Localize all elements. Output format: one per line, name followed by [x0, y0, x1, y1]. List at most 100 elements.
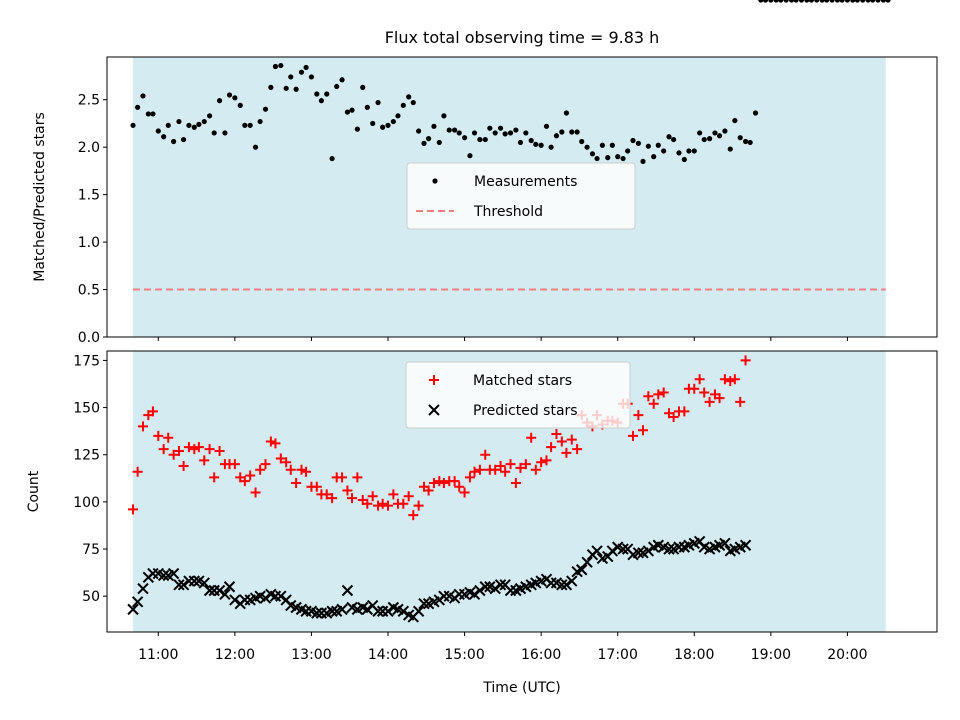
matched-star-point	[178, 461, 189, 472]
measurement-point	[492, 130, 498, 136]
predicted-star-point	[198, 577, 210, 589]
measurement-point	[742, 138, 749, 145]
predicted-star-point	[275, 590, 287, 602]
measurement-point	[165, 122, 171, 128]
matched-star-point	[679, 406, 690, 417]
measurement-point	[645, 143, 651, 149]
predicted-star-point	[137, 582, 149, 595]
matched-star-point	[342, 485, 353, 496]
count-panel: 50 75 100 125 150 175 11:00 12:00 13:00 14:00 15:0…	[26, 350, 938, 663]
matched-star-point	[423, 485, 434, 496]
measurement-point	[605, 155, 611, 161]
legend: Measurements Threshold	[406, 162, 636, 230]
measurement-point	[278, 62, 284, 69]
measurement-point	[533, 141, 539, 147]
predicted-star-point	[576, 564, 588, 576]
matched-star-point	[714, 393, 725, 404]
predicted-star-point	[642, 545, 655, 557]
matched-star-point	[296, 464, 307, 475]
matched-star-point	[245, 470, 256, 481]
y-tick-label: 0.0	[78, 330, 100, 346]
measurement-point	[487, 125, 493, 131]
matched-star-point	[285, 464, 296, 475]
predicted-star-point	[361, 603, 374, 616]
predicted-star-point	[382, 605, 394, 617]
x-tick-label: 13:00	[291, 647, 331, 663]
measurement-point	[237, 102, 243, 109]
predicted-star-point	[663, 543, 675, 555]
predicted-star-point	[188, 575, 200, 587]
measurement-point	[272, 63, 279, 70]
y-tick-label: 175	[73, 353, 100, 369]
measurement-point	[135, 104, 141, 110]
matched-star-point	[199, 455, 210, 466]
matched-star-point	[260, 459, 271, 470]
measurement-point	[854, 0, 860, 3]
predicted-star-point	[157, 569, 170, 582]
measurement-point	[180, 136, 187, 143]
legend-box	[406, 162, 636, 230]
matched-star-point	[530, 464, 541, 475]
measurement-point	[804, 0, 810, 3]
y-axis-label: Count	[26, 470, 42, 512]
y-tick-label: 2.5	[78, 93, 100, 109]
matched-star-point	[388, 489, 399, 500]
measurement-point	[599, 142, 605, 148]
matched-star-point	[347, 493, 358, 504]
measurement-point	[768, 0, 774, 3]
measurement-point	[395, 113, 401, 119]
measurement-point	[360, 84, 366, 90]
measurement-point	[171, 138, 177, 145]
measurement-point	[783, 0, 789, 3]
predicted-star-point	[173, 579, 185, 591]
measurement-point	[824, 0, 830, 3]
measurement-point	[216, 98, 223, 104]
measurement-point	[262, 106, 269, 112]
matched-star-point	[637, 425, 648, 436]
measurement-point	[609, 142, 615, 148]
measurement-point	[268, 84, 274, 90]
measurement-point	[502, 131, 508, 137]
measurement-point	[400, 102, 406, 109]
matched-star-point	[398, 498, 409, 509]
measurement-point	[697, 130, 703, 136]
measurement-point	[410, 99, 416, 106]
axes-frame	[106, 56, 938, 338]
predicted-star-point	[617, 543, 629, 555]
predicted-star-point	[632, 547, 645, 559]
matched-star-point	[740, 355, 751, 366]
predicted-star-point	[259, 592, 272, 604]
measurement-point	[329, 155, 335, 162]
measurement-point	[716, 133, 723, 139]
measurement-point	[870, 0, 876, 3]
measurement-point	[339, 77, 345, 83]
measurement-point	[752, 110, 759, 116]
matched-star-point	[383, 500, 394, 511]
predicted-star-point	[739, 539, 752, 551]
measurement-point	[390, 118, 396, 125]
predicted-star-point	[566, 575, 578, 587]
measurement-point	[814, 0, 820, 3]
matched-star-point	[566, 434, 577, 445]
measurement-point	[594, 155, 600, 162]
measurement-point	[829, 0, 835, 3]
measurement-point	[732, 117, 738, 124]
matched-star-point	[495, 461, 506, 472]
predicted-star-point	[468, 588, 481, 600]
predicted-star-point	[219, 588, 231, 600]
predicted-star-point	[229, 594, 241, 606]
measurement-point	[666, 134, 672, 140]
measurement-point	[778, 0, 784, 3]
matched-star-point	[362, 498, 373, 509]
predicted-star-point	[326, 605, 338, 617]
y-tick-label: 1.0	[78, 235, 100, 251]
measurement-point	[661, 148, 667, 154]
axes-frame	[106, 350, 938, 633]
x-tick-label: 20:00	[827, 647, 867, 663]
chart-title: Flux total observing time = 9.83 h	[385, 28, 660, 47]
measurement-point	[293, 86, 299, 92]
measurement-point	[701, 136, 707, 143]
matched-star-point	[694, 374, 705, 385]
predicted-star-point	[131, 596, 144, 608]
matched-star-point	[147, 406, 158, 417]
